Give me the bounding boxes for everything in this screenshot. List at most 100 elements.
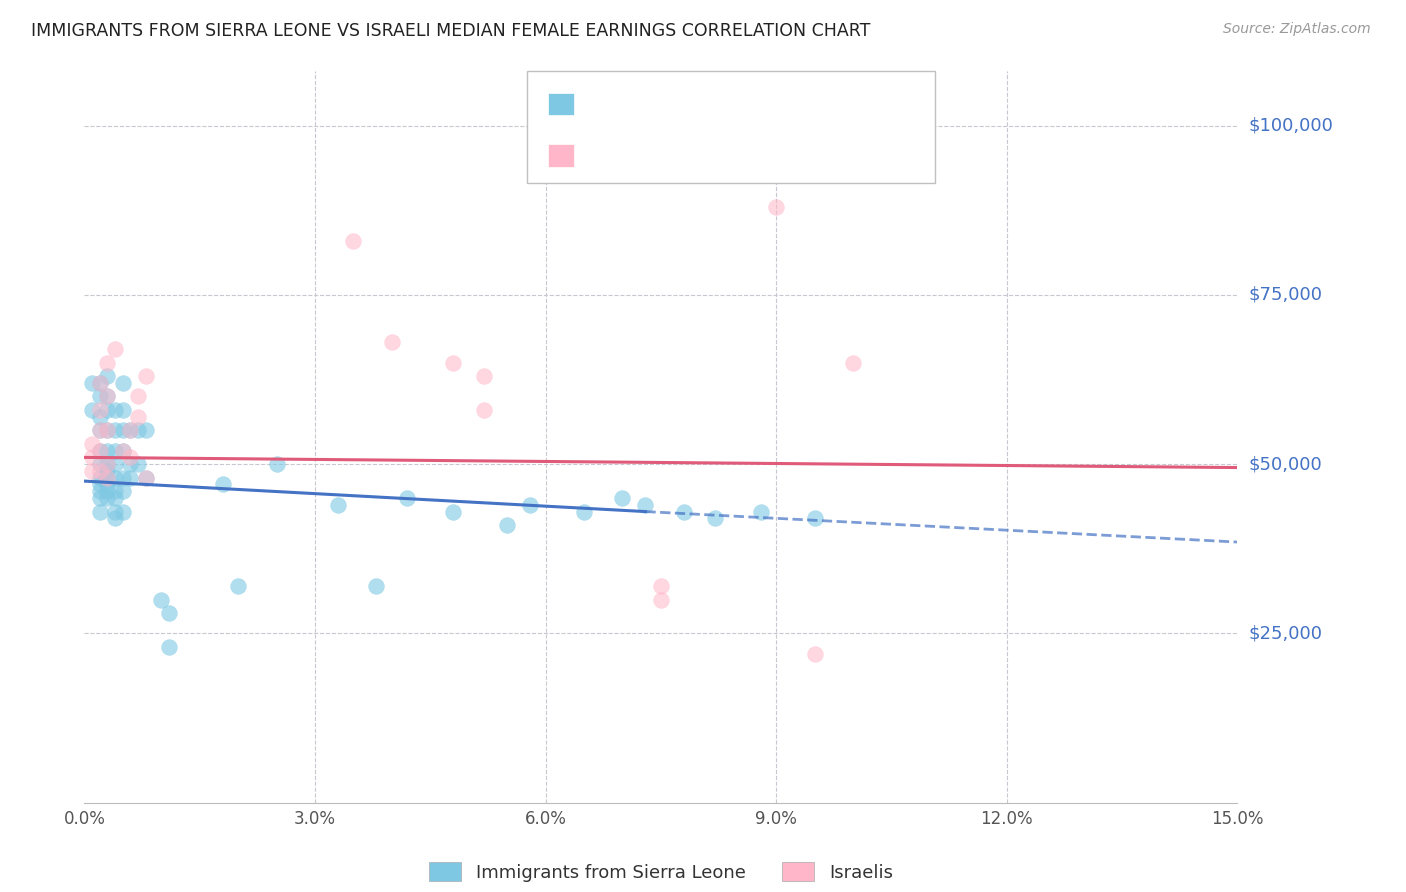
Point	[96, 443, 118, 458]
Text: -0.105: -0.105	[623, 95, 685, 113]
Point	[104, 443, 127, 458]
Point	[96, 403, 118, 417]
Point	[104, 505, 127, 519]
Point	[111, 443, 134, 458]
Text: -0.020: -0.020	[623, 147, 685, 165]
Point	[120, 450, 142, 465]
Point	[472, 403, 495, 417]
Point	[441, 505, 464, 519]
Point	[89, 443, 111, 458]
Point	[127, 409, 149, 424]
Point	[89, 376, 111, 390]
Point	[89, 443, 111, 458]
Text: 68: 68	[731, 95, 755, 113]
Point	[96, 423, 118, 437]
Point	[96, 369, 118, 384]
Point	[96, 389, 118, 403]
Point	[89, 464, 111, 478]
Point	[104, 484, 127, 499]
Text: N =: N =	[693, 95, 733, 113]
Point	[89, 457, 111, 471]
Point	[96, 491, 118, 505]
Point	[842, 355, 865, 369]
Point	[96, 457, 118, 471]
Point	[381, 335, 404, 350]
Point	[111, 505, 134, 519]
Point	[96, 389, 118, 403]
Text: R =: R =	[583, 95, 621, 113]
Point	[89, 484, 111, 499]
Point	[104, 457, 127, 471]
Point	[96, 484, 118, 499]
Point	[96, 464, 118, 478]
Point	[89, 376, 111, 390]
Point	[157, 640, 180, 654]
Point	[127, 423, 149, 437]
Point	[496, 518, 519, 533]
Point	[135, 471, 157, 485]
Point	[104, 511, 127, 525]
Point	[135, 423, 157, 437]
Point	[111, 403, 134, 417]
Point	[150, 592, 173, 607]
Point	[104, 403, 127, 417]
Text: R =: R =	[583, 147, 621, 165]
Point	[89, 491, 111, 505]
Point	[89, 477, 111, 491]
Point	[749, 505, 772, 519]
Point	[650, 579, 672, 593]
Point	[572, 505, 595, 519]
Point	[672, 505, 695, 519]
Point	[96, 423, 118, 437]
Point	[104, 423, 127, 437]
Point	[96, 457, 118, 471]
Point	[472, 369, 495, 384]
Point	[266, 457, 288, 471]
Legend: Immigrants from Sierra Leone, Israelis: Immigrants from Sierra Leone, Israelis	[429, 862, 893, 881]
Point	[120, 423, 142, 437]
Point	[80, 437, 103, 451]
Point	[104, 491, 127, 505]
Text: $25,000: $25,000	[1249, 624, 1323, 642]
Point	[803, 647, 825, 661]
Point	[612, 491, 634, 505]
Point	[441, 355, 464, 369]
Text: $50,000: $50,000	[1249, 455, 1322, 473]
Point	[634, 498, 657, 512]
Point	[519, 498, 541, 512]
Point	[765, 200, 787, 214]
Point	[803, 511, 825, 525]
Point	[127, 389, 149, 403]
Point	[96, 471, 118, 485]
Point	[89, 471, 111, 485]
Point	[89, 403, 111, 417]
Text: IMMIGRANTS FROM SIERRA LEONE VS ISRAELI MEDIAN FEMALE EARNINGS CORRELATION CHART: IMMIGRANTS FROM SIERRA LEONE VS ISRAELI …	[31, 22, 870, 40]
Point	[104, 342, 127, 356]
Text: $75,000: $75,000	[1249, 285, 1323, 304]
Point	[120, 423, 142, 437]
Point	[650, 592, 672, 607]
Point	[211, 477, 233, 491]
Point	[89, 505, 111, 519]
Point	[120, 457, 142, 471]
Text: Source: ZipAtlas.com: Source: ZipAtlas.com	[1223, 22, 1371, 37]
Point	[111, 443, 134, 458]
Point	[120, 471, 142, 485]
Point	[342, 234, 364, 248]
Point	[226, 579, 249, 593]
Point	[80, 464, 103, 478]
Text: N =: N =	[693, 147, 733, 165]
Point	[127, 457, 149, 471]
Point	[104, 471, 127, 485]
Point	[111, 471, 134, 485]
Point	[80, 403, 103, 417]
Point	[89, 423, 111, 437]
Point	[96, 477, 118, 491]
Point	[80, 376, 103, 390]
Point	[89, 409, 111, 424]
Point	[135, 471, 157, 485]
Point	[96, 471, 118, 485]
Point	[111, 376, 134, 390]
Point	[111, 484, 134, 499]
Point	[703, 511, 725, 525]
